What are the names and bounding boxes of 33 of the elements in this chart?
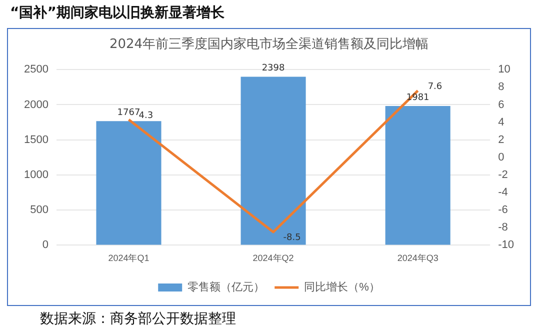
legend-label: 零售额（亿元） bbox=[188, 280, 265, 294]
bar bbox=[96, 121, 162, 245]
y-tick-label: 2000 bbox=[24, 98, 48, 111]
bar bbox=[240, 76, 306, 245]
data-label: -8.5 bbox=[283, 232, 301, 243]
source-note: 数据来源：商务部公开数据整理 bbox=[40, 310, 236, 328]
y-tick-label: 0 bbox=[42, 239, 48, 252]
x-tick-label: 2024年Q2 bbox=[252, 253, 294, 264]
y2-tick-label: -4 bbox=[498, 186, 508, 199]
x-tick-label: 2024年Q3 bbox=[397, 253, 438, 264]
data-label: 7.6 bbox=[428, 82, 442, 92]
y2-tick-label: 10 bbox=[498, 64, 510, 76]
y2-tick-label: 8 bbox=[498, 81, 504, 94]
data-label: 1767 bbox=[117, 108, 140, 118]
y-tick-label: 1000 bbox=[24, 168, 48, 181]
y2-tick-label: -8 bbox=[498, 222, 508, 234]
data-label: 4.3 bbox=[138, 110, 154, 121]
data-label: 2398 bbox=[262, 64, 286, 74]
y-tick-label: 1500 bbox=[24, 134, 48, 146]
y-tick-label: 500 bbox=[30, 204, 48, 216]
y2-tick-label: 2 bbox=[498, 134, 504, 146]
y2-tick-label: -2 bbox=[498, 168, 508, 181]
y-tick-label: 2500 bbox=[24, 64, 48, 76]
chart-subtitle: 2024年前三季度国内家电市场全渠道销售额及同比增幅 bbox=[108, 36, 430, 53]
chart-title: “国补”期间家电以旧换新显著增长 bbox=[10, 4, 224, 22]
y2-tick-label: 4 bbox=[498, 116, 504, 128]
legend-label: 同比增长（%） bbox=[304, 280, 380, 294]
y2-tick-label: -10 bbox=[498, 239, 514, 252]
y2-tick-label: -6 bbox=[498, 204, 508, 216]
y2-tick-label: 0 bbox=[498, 151, 504, 164]
x-tick-label: 2024年Q1 bbox=[108, 253, 150, 264]
bar bbox=[385, 106, 450, 245]
y2-tick-label: 6 bbox=[498, 98, 504, 111]
